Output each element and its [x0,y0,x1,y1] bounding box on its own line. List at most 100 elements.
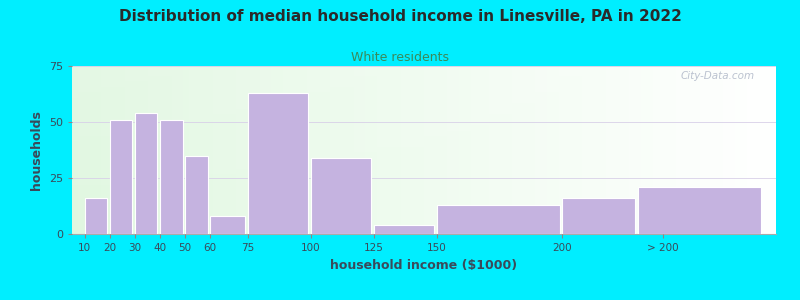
Bar [359,66,366,234]
Bar [606,66,612,234]
Bar [207,66,213,234]
Text: Distribution of median household income in Linesville, PA in 2022: Distribution of median household income … [118,9,682,24]
Bar [494,66,500,234]
Bar [406,66,412,234]
Bar [612,66,618,234]
Bar [85,198,107,234]
Bar [430,66,436,234]
Bar [401,66,406,234]
Bar [565,66,570,234]
Bar [225,66,230,234]
Bar [78,66,84,234]
Bar [130,66,137,234]
Text: White residents: White residents [351,51,449,64]
Bar [447,66,454,234]
Bar [471,66,477,234]
Bar [266,66,271,234]
Bar [374,225,434,234]
Bar [741,66,746,234]
Bar [289,66,295,234]
Bar [482,66,489,234]
Bar [676,66,682,234]
Bar [658,66,665,234]
Bar [178,66,183,234]
Bar [682,66,688,234]
Bar [295,66,301,234]
Bar [190,66,195,234]
Bar [711,66,718,234]
Bar [313,66,318,234]
Bar [542,66,547,234]
Bar [230,66,236,234]
Bar [588,66,594,234]
X-axis label: household income ($1000): household income ($1000) [330,259,518,272]
Bar [301,66,306,234]
Bar [72,66,78,234]
Bar [306,66,313,234]
Bar [770,66,776,234]
Bar [506,66,512,234]
Bar [489,66,494,234]
Bar [183,66,190,234]
Bar [330,66,336,234]
Bar [577,66,582,234]
Bar [278,66,283,234]
Bar [110,120,132,234]
Bar [135,113,158,234]
Bar [213,66,218,234]
Bar [547,66,553,234]
Bar [582,66,588,234]
Bar [324,66,330,234]
Bar [366,66,371,234]
Bar [559,66,565,234]
Bar [348,66,354,234]
Bar [553,66,559,234]
Bar [437,205,560,234]
Bar [283,66,289,234]
Bar [647,66,653,234]
Bar [389,66,394,234]
Bar [530,66,535,234]
Bar [248,66,254,234]
Bar [635,66,641,234]
Bar [512,66,518,234]
Bar [758,66,764,234]
Bar [166,66,172,234]
Text: City-Data.com: City-Data.com [681,71,755,81]
Bar [137,66,142,234]
Bar [318,66,324,234]
Bar [718,66,723,234]
Bar [594,66,600,234]
Bar [670,66,676,234]
Bar [688,66,694,234]
Bar [706,66,711,234]
Bar [746,66,753,234]
Bar [394,66,401,234]
Bar [623,66,630,234]
Bar [600,66,606,234]
Bar [418,66,424,234]
Bar [618,66,623,234]
Bar [638,187,761,234]
Bar [729,66,735,234]
Bar [723,66,729,234]
Bar [119,66,125,234]
Bar [201,66,207,234]
Bar [694,66,700,234]
Bar [271,66,278,234]
Bar [218,66,225,234]
Bar [195,66,201,234]
Bar [260,66,266,234]
Bar [735,66,741,234]
Bar [160,66,166,234]
Bar [562,198,635,234]
Bar [641,66,647,234]
Bar [210,216,246,234]
Bar [107,66,113,234]
Bar [354,66,359,234]
Bar [383,66,389,234]
Bar [148,66,154,234]
Bar [465,66,471,234]
Bar [185,156,208,234]
Bar [342,66,348,234]
